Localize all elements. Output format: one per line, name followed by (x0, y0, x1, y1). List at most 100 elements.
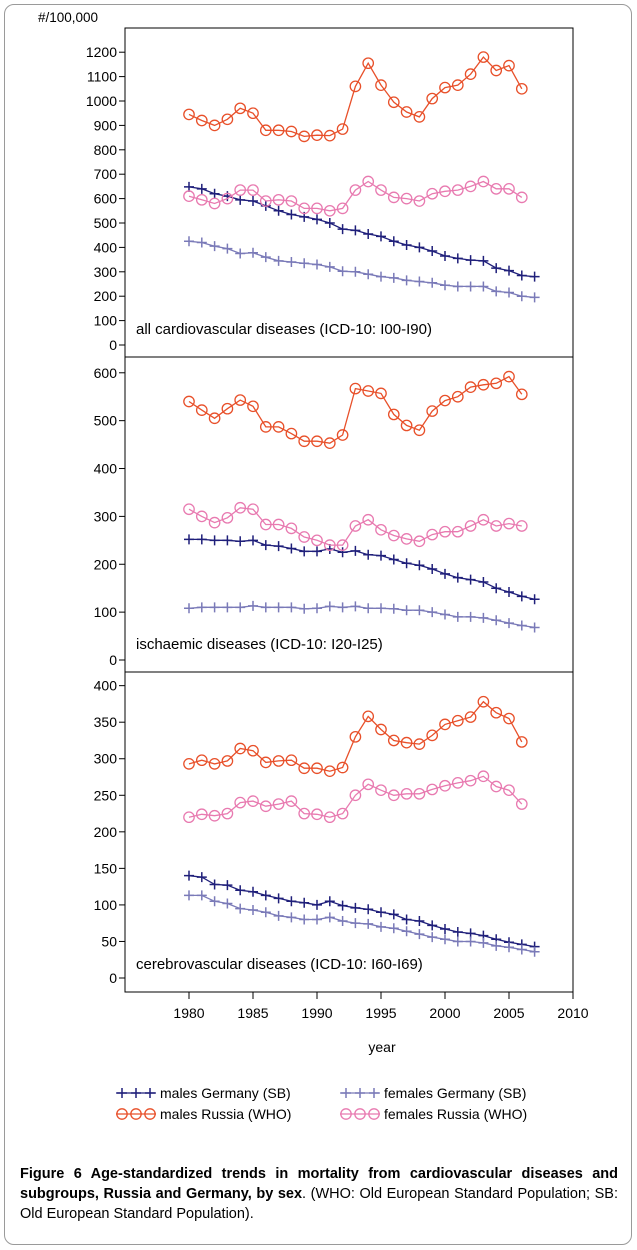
x-tick-label: 1980 (173, 1005, 204, 1021)
data-point (273, 205, 284, 216)
x-axis: 1980 1985 1990 1995 2000 2005 2010 (173, 992, 589, 1021)
data-point (350, 545, 361, 556)
data-point (504, 942, 514, 953)
series-fg (184, 600, 540, 633)
data-point (259, 756, 272, 769)
y-unit-label: #/100,000 (38, 10, 98, 25)
series-line (188, 875, 535, 948)
y-tick-label: 500 (94, 413, 118, 429)
data-point (376, 271, 386, 282)
y-tick-label: 400 (94, 239, 118, 255)
y-tick-label: 500 (94, 215, 118, 231)
x-tick-label: 2000 (429, 1005, 460, 1021)
data-point (336, 429, 349, 441)
data-point (516, 944, 527, 955)
data-point (414, 242, 425, 253)
data-point (247, 503, 259, 516)
data-point (464, 180, 477, 193)
data-point (426, 187, 439, 200)
data-point (503, 517, 515, 530)
data-point (362, 778, 375, 791)
series-mg (184, 534, 540, 605)
data-point (490, 377, 503, 390)
data-point (440, 250, 450, 261)
data-point (221, 755, 234, 767)
y-tick-label: 100 (94, 313, 118, 329)
data-point (311, 202, 323, 215)
x-tick-label: 2010 (557, 1005, 588, 1021)
series-fr (183, 501, 528, 551)
data-point (516, 591, 527, 602)
data-point (234, 102, 247, 115)
panel-frame (124, 671, 574, 993)
data-point (477, 695, 490, 708)
data-point (464, 520, 477, 532)
data-point (260, 890, 271, 901)
data-point (452, 611, 463, 622)
data-point (414, 605, 425, 616)
data-point (222, 602, 233, 613)
data-point (401, 558, 412, 569)
series-mg (184, 870, 540, 952)
data-point (413, 424, 426, 437)
data-point (272, 518, 285, 531)
data-point (337, 547, 348, 558)
data-point (196, 237, 207, 248)
data-point (452, 572, 463, 583)
data-point (464, 381, 477, 393)
data-point (272, 421, 285, 433)
data-point (465, 611, 476, 622)
data-point (376, 550, 386, 561)
data-point (427, 564, 438, 575)
y-tick-label: 0 (109, 337, 117, 353)
data-point (362, 385, 375, 397)
data-point (413, 111, 426, 123)
data-point (477, 51, 490, 63)
data-point (349, 184, 362, 196)
data-point (503, 784, 515, 797)
data-point (273, 255, 284, 266)
data-point (259, 124, 272, 137)
data-point (451, 525, 464, 538)
data-point (388, 272, 399, 283)
data-point (515, 82, 528, 95)
data-point (529, 271, 540, 282)
figure-caption: Figure 6 Age-standardized trends in mort… (20, 1164, 618, 1224)
y-tick-label: 100 (94, 897, 118, 913)
y-tick-label: 400 (94, 461, 118, 477)
data-point (516, 270, 527, 281)
data-point (234, 796, 247, 809)
data-point (286, 896, 297, 907)
data-point (183, 503, 195, 516)
data-point (478, 576, 489, 587)
data-point (323, 204, 336, 217)
series-line (188, 775, 523, 818)
data-point (363, 228, 374, 239)
legend: males Germany (SB) females Germany (SB) ma… (116, 1085, 527, 1122)
data-point (195, 193, 208, 206)
data-point (363, 603, 374, 614)
legend-marker (131, 1088, 141, 1098)
data-point (222, 535, 233, 546)
data-point (490, 64, 503, 77)
series-mr (183, 695, 528, 778)
data-point (413, 195, 426, 207)
data-point (260, 602, 271, 613)
data-point (248, 600, 258, 611)
data-point (413, 787, 426, 800)
data-point (362, 175, 375, 188)
series-fg (184, 890, 540, 957)
data-point (465, 281, 476, 292)
data-point (247, 795, 259, 807)
data-point (477, 378, 490, 391)
y-tick-label: 1100 (87, 69, 117, 85)
data-point (259, 195, 272, 207)
data-point (337, 224, 348, 235)
data-point (491, 263, 502, 274)
y-tick-label: 800 (94, 142, 118, 158)
data-point (400, 419, 413, 432)
data-point (312, 914, 322, 925)
data-point (323, 765, 336, 778)
data-point (234, 184, 247, 196)
x-tick-label: 2005 (493, 1005, 524, 1021)
